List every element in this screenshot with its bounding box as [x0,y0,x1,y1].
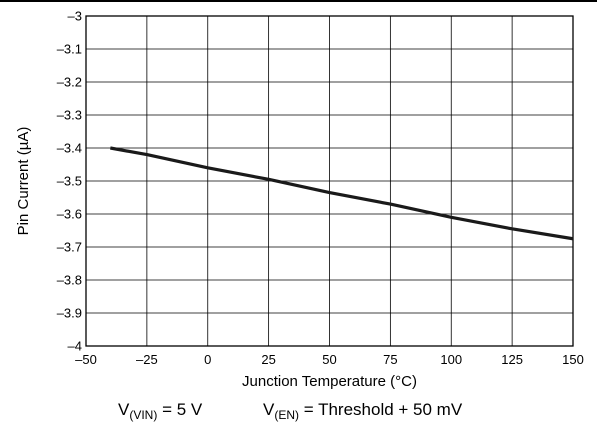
x-tick-label: 25 [261,352,275,367]
y-tick-label: –3.9 [57,306,82,321]
x-tick-label: 150 [562,352,584,367]
en-value: = Threshold + 50 mV [299,400,463,419]
y-tick-label: –3.1 [57,42,82,57]
series-line-1 [110,146,574,241]
vin-value: = 5 V [157,400,203,419]
x-tick-label: 75 [383,352,397,367]
x-tick-label: 0 [204,352,211,367]
x-tick-label: –50 [75,352,97,367]
en-prefix: V [263,400,275,419]
x-tick-label: 100 [440,352,462,367]
y-tick-label: –3.7 [57,240,82,255]
x-tick-label: –25 [136,352,158,367]
en-condition: V(EN) = Threshold + 50 mV [263,400,462,422]
y-tick-label: –3.4 [57,141,82,156]
test-conditions: V(VIN) = 5 V V(EN) = Threshold + 50 mV [0,398,597,428]
top-rule [0,0,597,2]
y-tick-label: –3.6 [57,207,82,222]
y-tick-label: –3.3 [57,108,82,123]
tick-labels: –50 –25 0 25 50 75 100 125 150 –3 –3.1 –3.2 –3.3 –3.4… [57,9,584,368]
y-axis-title: Pin Current (µA) [15,127,32,236]
vin-prefix: V [118,400,130,419]
x-axis-title: Junction Temperature (°C) [242,373,417,390]
vin-subscript: (VIN) [129,408,158,422]
vin-condition: V(VIN) = 5 V [118,400,202,422]
series [110,146,574,241]
y-tick-label: –4 [68,339,82,354]
y-tick-label: –3.8 [57,273,82,288]
y-tick-label: –3.5 [57,174,82,189]
y-tick-label: –3 [68,9,82,24]
chart: –50 –25 0 25 50 75 100 125 150 –3 –3.1 –3.2 –3.3 –3.4… [15,9,584,391]
grid [86,16,573,346]
x-tick-label: 125 [501,352,523,367]
y-tick-label: –3.2 [57,75,82,90]
plot-frame [85,15,574,347]
x-tick-label: 50 [322,352,336,367]
en-subscript: (EN) [274,408,300,422]
